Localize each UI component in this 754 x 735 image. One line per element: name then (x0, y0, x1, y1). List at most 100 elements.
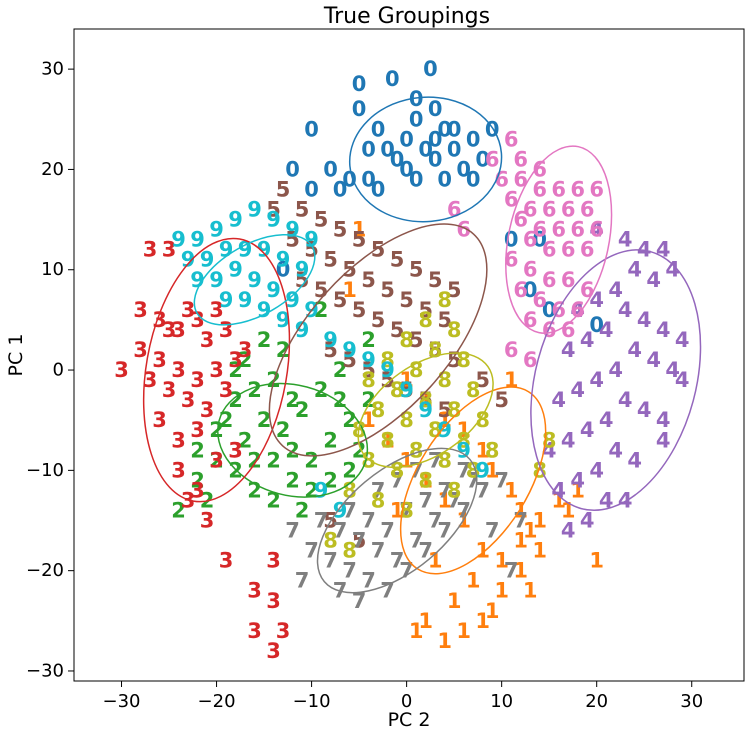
point-9: 9 (219, 288, 234, 312)
point-3: 3 (162, 238, 177, 262)
point-7: 7 (494, 468, 509, 492)
point-8: 8 (390, 458, 405, 482)
point-4: 4 (608, 278, 623, 302)
point-1: 1 (447, 589, 462, 613)
x-axis: −30 −20 −10 0 10 20 30 (103, 681, 703, 712)
point-0: 0 (475, 147, 490, 171)
point-7: 7 (437, 478, 452, 502)
point-4: 4 (656, 318, 671, 342)
point-7: 7 (428, 509, 443, 533)
point-4: 4 (618, 388, 633, 412)
point-7: 7 (342, 559, 357, 583)
point-6: 6 (532, 157, 547, 181)
point-4: 4 (665, 358, 680, 382)
point-5: 5 (276, 177, 291, 201)
point-6: 6 (523, 228, 538, 252)
point-7: 7 (504, 559, 519, 583)
point-5: 5 (418, 298, 433, 322)
point-8: 8 (447, 318, 462, 342)
point-9: 9 (257, 298, 272, 322)
point-4: 4 (599, 408, 614, 432)
point-7: 7 (390, 549, 405, 573)
point-1: 1 (513, 529, 528, 553)
point-8: 8 (323, 529, 338, 553)
point-9: 9 (209, 218, 224, 242)
point-1: 1 (437, 629, 452, 653)
point-8: 8 (428, 338, 443, 362)
point-1: 1 (380, 428, 395, 452)
point-5: 5 (447, 278, 462, 302)
point-1: 1 (513, 498, 528, 522)
point-8: 8 (437, 368, 452, 392)
point-3: 3 (162, 318, 177, 342)
point-6: 6 (561, 198, 576, 222)
point-8: 8 (485, 438, 500, 462)
point-7: 7 (342, 498, 357, 522)
y-tick-label: −20 (26, 560, 64, 581)
point-2: 2 (333, 388, 348, 412)
point-0: 0 (409, 107, 424, 131)
point-3: 3 (152, 408, 167, 432)
point-6: 6 (570, 177, 585, 201)
point-1: 1 (418, 388, 433, 412)
point-7: 7 (418, 488, 433, 512)
point-1: 1 (456, 619, 471, 643)
point-6: 6 (504, 127, 519, 151)
point-5: 5 (285, 228, 300, 252)
point-6: 6 (561, 238, 576, 262)
point-4: 4 (570, 468, 585, 492)
point-7: 7 (371, 539, 386, 563)
point-3: 3 (181, 388, 196, 412)
point-0: 0 (542, 298, 557, 322)
point-8: 8 (409, 438, 424, 462)
point-3: 3 (266, 549, 281, 573)
point-2: 2 (190, 438, 205, 462)
point-3: 3 (209, 448, 224, 472)
point-5: 5 (399, 378, 414, 402)
point-6: 6 (551, 218, 566, 242)
point-4: 4 (589, 368, 604, 392)
point-8: 8 (475, 408, 490, 432)
y-tick-label: 20 (41, 159, 64, 180)
point-2: 2 (247, 378, 262, 402)
point-0: 0 (447, 137, 462, 161)
point-1: 1 (523, 519, 538, 543)
point-4: 4 (589, 218, 604, 242)
point-4: 4 (665, 258, 680, 282)
point-7: 7 (485, 519, 500, 543)
point-5: 5 (380, 278, 395, 302)
point-5: 5 (437, 308, 452, 332)
point-2: 2 (314, 378, 329, 402)
point-9: 9 (266, 278, 281, 302)
point-3: 3 (200, 398, 215, 422)
point-1: 1 (437, 488, 452, 512)
y-tick-label: −10 (26, 460, 64, 481)
point-2: 2 (257, 408, 272, 432)
point-5: 5 (333, 218, 348, 242)
point-1: 1 (532, 539, 547, 563)
point-6: 6 (542, 268, 557, 292)
point-1: 1 (475, 438, 490, 462)
point-9: 9 (181, 248, 196, 272)
point-3: 3 (200, 328, 215, 352)
point-3: 3 (133, 298, 148, 322)
point-7: 7 (295, 569, 310, 593)
point-1: 1 (361, 408, 376, 432)
point-2: 2 (171, 498, 186, 522)
point-4: 4 (646, 268, 661, 292)
point-4: 4 (627, 448, 642, 472)
point-9: 9 (266, 208, 281, 232)
point-0: 0 (342, 167, 357, 191)
point-3: 3 (238, 338, 253, 362)
point-0: 0 (466, 127, 481, 151)
ellipse-9 (193, 233, 316, 326)
point-0: 0 (428, 127, 443, 151)
point-3: 3 (266, 589, 281, 613)
point-8: 8 (418, 388, 433, 412)
point-9: 9 (257, 238, 272, 262)
point-4: 4 (589, 288, 604, 312)
point-9: 9 (333, 498, 348, 522)
ellipse-3 (142, 237, 291, 503)
point-0: 0 (418, 137, 433, 161)
point-1: 1 (437, 408, 452, 432)
